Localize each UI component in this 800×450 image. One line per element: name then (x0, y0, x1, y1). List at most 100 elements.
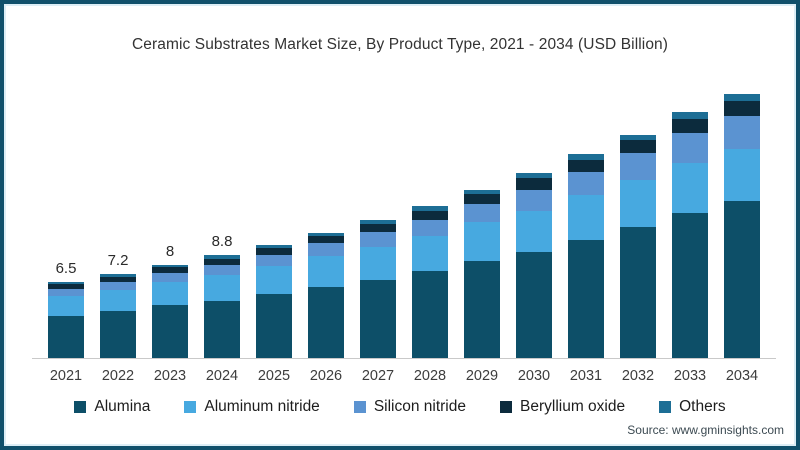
segment-alumina (516, 251, 552, 358)
segment-aluminum-nitride (100, 289, 136, 312)
segment-others (620, 134, 656, 141)
segment-silicon-nitride (308, 243, 344, 257)
segment-beryllium-oxide (204, 258, 240, 266)
segment-aluminum-nitride (568, 195, 604, 240)
total-label-2022: 7.2 (107, 251, 129, 269)
x-tick-label-2032: 2032 (621, 368, 655, 384)
segment-beryllium-oxide (672, 119, 708, 134)
segment-alumina (724, 201, 760, 358)
segment-alumina (48, 315, 84, 358)
legend-marker-icon (74, 401, 87, 413)
x-tick-label-2029: 2029 (465, 368, 499, 384)
legend-label: Alumina (94, 398, 151, 415)
stacked-bar-2031: 2031 (568, 154, 604, 384)
segment-alumina (100, 311, 136, 358)
total-label-2021: 6.5 (55, 260, 77, 278)
segment-others (360, 219, 396, 225)
stacked-bar-2029: 2029 (464, 189, 500, 384)
x-tick-label-2034: 2034 (725, 368, 759, 384)
x-tick-label-2023: 2023 (153, 368, 187, 384)
segment-silicon-nitride (256, 254, 292, 266)
segment-aluminum-nitride (308, 256, 344, 287)
segment-alumina (256, 293, 292, 358)
segment-beryllium-oxide (464, 194, 500, 204)
legend-marker-icon (353, 401, 366, 413)
segment-aluminum-nitride (464, 222, 500, 261)
segment-aluminum-nitride (672, 162, 708, 213)
x-tick-label-2024: 2024 (205, 368, 239, 384)
segment-others (412, 205, 448, 211)
segment-others (724, 93, 760, 101)
stacked-bar-2022: 7.2 2022 (100, 252, 136, 384)
stacked-bar-2027: 2027 (360, 219, 396, 384)
x-tick-label-2022: 2022 (101, 368, 135, 384)
legend-item-aluminum-nitride: Aluminum nitride (184, 398, 320, 416)
segment-others (100, 273, 136, 277)
segment-others (256, 244, 292, 249)
legend-label: Others (679, 398, 726, 415)
stacked-bar-2032: 2032 (620, 134, 656, 384)
chart-title: Ceramic Substrates Market Size, By Produ… (131, 36, 669, 53)
stacked-bar-2021: 6.5 2021 (48, 260, 84, 384)
x-tick-label-2026: 2026 (309, 368, 343, 384)
segment-beryllium-oxide (152, 267, 188, 274)
legend-label: Beryllium oxide (520, 398, 626, 415)
segment-others (48, 282, 84, 285)
total-label-2023: 8 (165, 242, 175, 260)
segment-silicon-nitride (620, 153, 656, 181)
segment-beryllium-oxide (308, 236, 344, 244)
x-tick-label-2031: 2031 (569, 368, 603, 384)
x-tick-label-2030: 2030 (517, 368, 551, 384)
segment-silicon-nitride (724, 115, 760, 149)
legend: Alumina Aluminum nitride Silicon nitride Be… (4, 398, 796, 416)
segment-beryllium-oxide (360, 224, 396, 233)
segment-alumina (308, 286, 344, 358)
total-label-2024: 8.8 (211, 233, 233, 251)
segment-silicon-nitride (152, 273, 188, 283)
segment-beryllium-oxide (516, 178, 552, 190)
legend-label: Silicon nitride (373, 398, 466, 415)
segment-others (516, 173, 552, 179)
segment-others (568, 154, 604, 161)
segment-alumina (360, 279, 396, 358)
stacked-bar-2026: 2026 (308, 232, 344, 384)
segment-alumina (412, 271, 448, 358)
segment-others (308, 232, 344, 237)
stacked-bar-2024: 8.8 2024 (204, 233, 240, 384)
x-tick-label-2027: 2027 (361, 368, 395, 384)
x-tick-label-2028: 2028 (413, 368, 447, 384)
segment-silicon-nitride (516, 189, 552, 211)
segment-alumina (568, 239, 604, 358)
segment-aluminum-nitride (48, 296, 84, 316)
legend-marker-icon (659, 401, 672, 413)
segment-silicon-nitride (672, 133, 708, 163)
segment-aluminum-nitride (516, 210, 552, 252)
segment-alumina (464, 260, 500, 358)
segment-silicon-nitride (204, 265, 240, 276)
legend-marker-icon (184, 401, 197, 413)
segment-beryllium-oxide (256, 248, 292, 255)
segment-alumina (620, 227, 656, 358)
legend-marker-icon (500, 401, 512, 413)
segment-silicon-nitride (464, 203, 500, 223)
segment-others (152, 264, 188, 268)
segment-others (204, 255, 240, 259)
legend-item-silicon-nitride: Silicon nitride (353, 398, 466, 416)
segment-aluminum-nitride (256, 265, 292, 294)
segment-beryllium-oxide (48, 284, 84, 290)
segment-aluminum-nitride (724, 148, 760, 202)
stacked-bar-2025: 2025 (256, 244, 292, 384)
segment-silicon-nitride (360, 232, 396, 247)
segment-aluminum-nitride (620, 180, 656, 227)
segment-aluminum-nitride (412, 236, 448, 272)
segment-silicon-nitride (48, 289, 84, 297)
segment-aluminum-nitride (152, 282, 188, 306)
plot-area: 6.5 2021 7.2 2022 8 2023 8.8 2024 2025 2026 2027 20… (40, 88, 768, 384)
segment-aluminum-nitride (204, 275, 240, 301)
segment-beryllium-oxide (568, 160, 604, 172)
legend-label: Aluminum nitride (204, 398, 320, 415)
segment-alumina (204, 300, 240, 358)
legend-item-beryllium-oxide: Beryllium oxide (500, 398, 625, 416)
segment-beryllium-oxide (620, 140, 656, 154)
